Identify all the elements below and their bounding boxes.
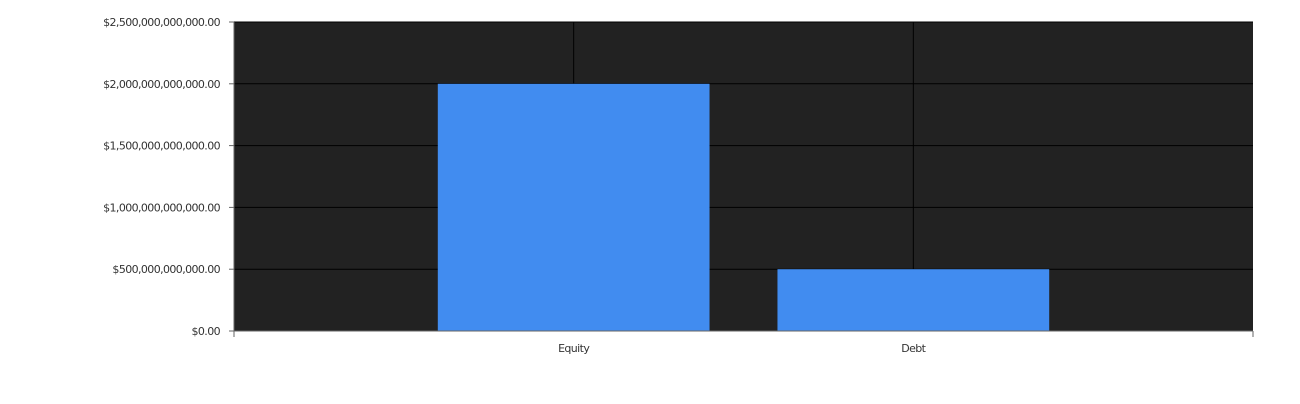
y-tick-label: $1,500,000,000,000.00 — [103, 140, 220, 153]
axes: $0.00 $500,000,000,000.00 $1,000,000,000,0… — [103, 16, 1254, 355]
y-tick-label: $2,000,000,000,000.00 — [103, 78, 220, 91]
plot-area — [234, 22, 1253, 331]
y-tick-label: $0.00 — [192, 325, 221, 338]
x-tick-label: Equity — [558, 342, 590, 355]
bar-debt — [777, 269, 1050, 331]
y-tick-label: $500,000,000,000.00 — [112, 263, 220, 276]
y-tick-label: $2,500,000,000,000.00 — [103, 16, 220, 29]
y-tick-label: $1,000,000,000,000.00 — [103, 201, 220, 214]
x-tick-label: Debt — [901, 342, 926, 355]
bars — [437, 83, 1050, 331]
bar-equity — [437, 83, 710, 331]
